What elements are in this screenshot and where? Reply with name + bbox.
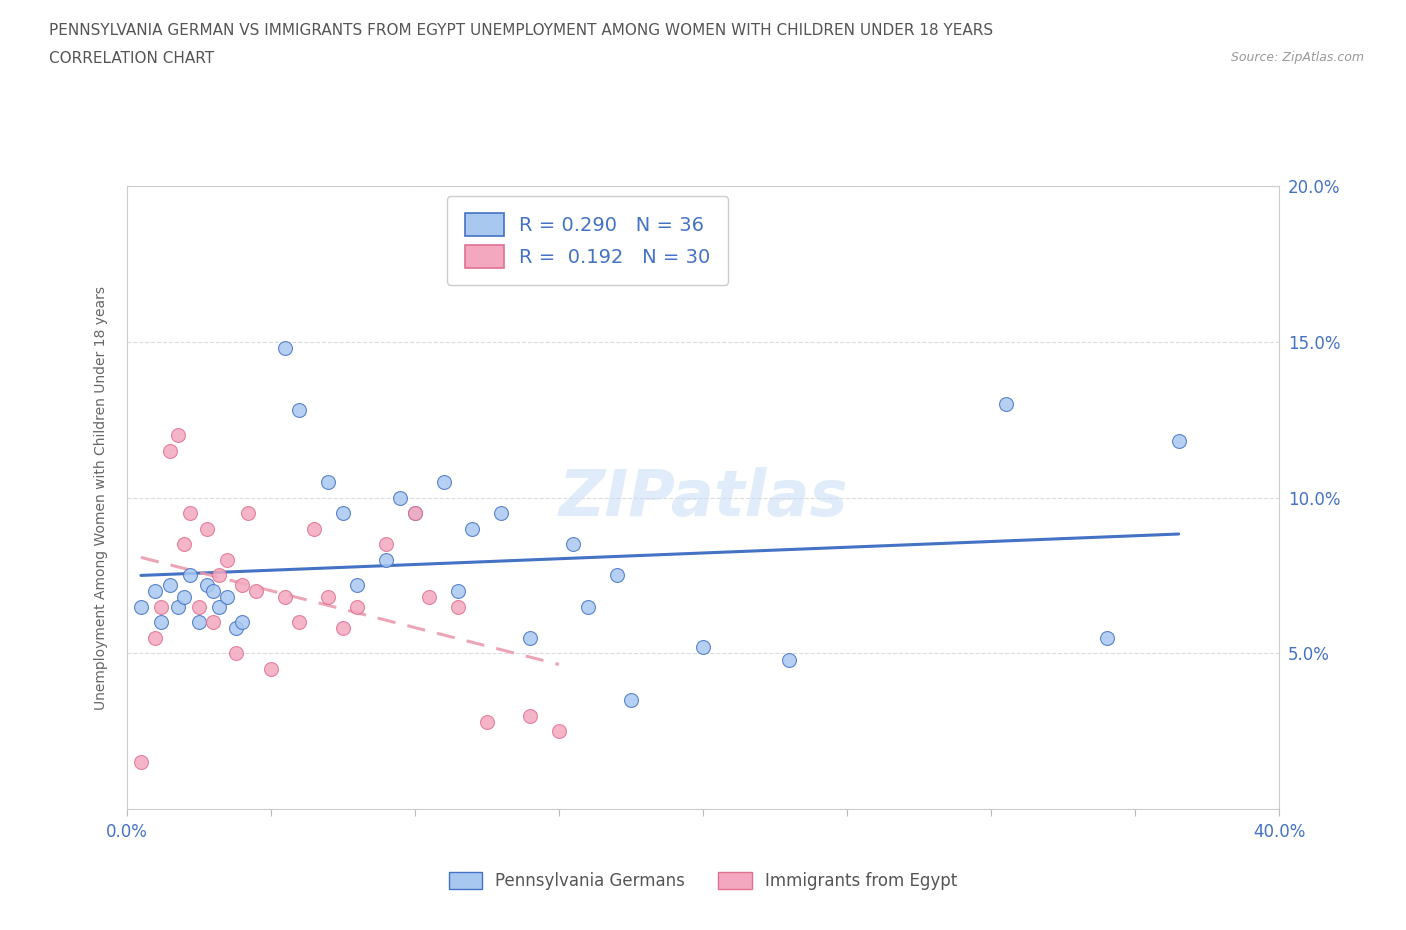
Point [274,340,297,355]
Point [208,599,231,614]
Point [994,396,1017,411]
Point [274,590,297,604]
Y-axis label: Unemployment Among Women with Children Under 18 years: Unemployment Among Women with Children U… [94,286,108,710]
Point [179,506,201,521]
Text: CORRELATION CHART: CORRELATION CHART [49,51,214,66]
Point [167,428,190,443]
Point [159,578,181,592]
Point [231,615,253,630]
Point [236,506,259,521]
Point [231,578,253,592]
Point [447,599,470,614]
Point [332,506,354,521]
Point [519,709,541,724]
Point [404,506,426,521]
Point [129,755,152,770]
Legend: Pennsylvania Germans, Immigrants from Egypt: Pennsylvania Germans, Immigrants from Eg… [440,864,966,898]
Text: Source: ZipAtlas.com: Source: ZipAtlas.com [1230,51,1364,64]
Point [346,599,368,614]
Point [318,590,340,604]
Point [475,714,498,729]
Point [145,631,166,645]
Point [159,444,181,458]
Point [173,537,195,551]
Point [245,584,267,599]
Point [576,599,599,614]
Point [519,631,541,645]
Point [187,599,209,614]
Point [145,584,166,599]
Point [173,590,195,604]
Point [208,568,231,583]
Point [318,474,340,489]
Point [433,474,456,489]
Point [202,584,225,599]
Point [195,578,218,592]
Point [692,640,714,655]
Point [129,599,152,614]
Point [179,568,201,583]
Point [447,584,470,599]
Point [374,537,398,551]
Point [418,590,440,604]
Point [225,645,247,660]
Point [288,615,311,630]
Point [217,590,239,604]
Point [195,521,218,536]
Text: ZIPatlas: ZIPatlas [558,467,848,528]
Point [346,578,368,592]
Point [217,552,239,567]
Point [332,621,354,636]
Point [150,615,173,630]
Point [225,621,247,636]
Point [374,552,398,567]
Point [1095,631,1118,645]
Text: PENNSYLVANIA GERMAN VS IMMIGRANTS FROM EGYPT UNEMPLOYMENT AMONG WOMEN WITH CHILD: PENNSYLVANIA GERMAN VS IMMIGRANTS FROM E… [49,23,993,38]
Point [1167,434,1189,449]
Point [404,506,426,521]
Point [187,615,209,630]
Point [779,652,801,667]
Point [562,537,585,551]
Legend: R = 0.290   N = 36, R =  0.192   N = 30: R = 0.290 N = 36, R = 0.192 N = 30 [447,195,728,286]
Point [605,568,627,583]
Point [302,521,325,536]
Point [259,661,281,676]
Point [489,506,512,521]
Point [167,599,190,614]
Point [620,693,643,708]
Point [150,599,173,614]
Point [461,521,484,536]
Point [202,615,225,630]
Point [288,403,311,418]
Point [389,490,412,505]
Point [548,724,571,738]
